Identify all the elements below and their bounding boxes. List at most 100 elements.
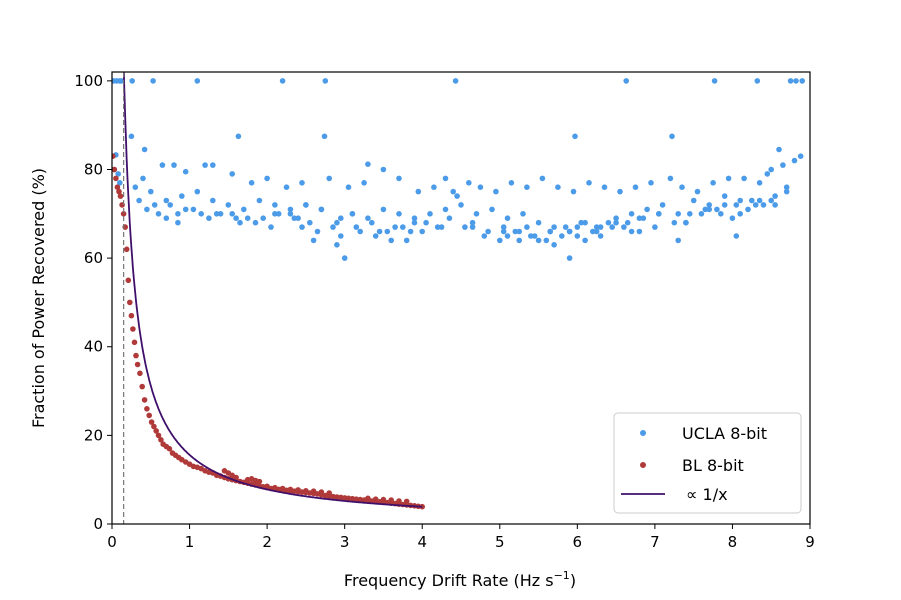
bl-point [396,498,402,504]
bl-point [141,397,148,403]
ucla-point [756,197,763,204]
ucla-point [411,215,418,221]
ucla-point [353,224,360,230]
ucla-point [706,206,712,213]
ucla-point [210,197,216,204]
bl-point [372,496,379,503]
ucla-point [334,219,340,226]
ucla-point [605,219,612,226]
x-tick-label: 3 [340,533,350,551]
y-tick-label: 80 [84,160,103,178]
ucla-point [698,211,705,217]
ucla-point [198,211,204,217]
ucla-point [365,215,371,221]
bl-point [166,445,173,452]
ucla-point [628,211,635,217]
ucla-point [365,161,371,167]
ucla-point [683,219,689,226]
ucla-point [609,224,615,230]
ucla-point [787,78,794,84]
ucla-point [361,180,367,186]
ucla-point [190,206,197,213]
ucla-point [756,180,763,186]
ucla-point [539,175,546,182]
ucla-point [469,219,476,226]
ucla-point [322,78,329,84]
y-axis-title: Fraction of Power Recovered (%) [29,168,48,428]
legend-marker-ucla [640,430,646,436]
legend-label-fit: ∝ 1/x [686,485,728,504]
ucla-point [419,228,426,235]
ucla-point [392,224,398,230]
ucla-point [797,153,804,159]
ucla-point [733,202,740,208]
ucla-point [628,228,635,235]
ucla-point [442,175,449,182]
ucla-point [115,171,121,177]
ucla-point [272,211,278,217]
x-axis-title: Frequency Drift Rate (Hz s−1) [344,569,576,590]
ucla-point [489,206,495,213]
y-tick-label: 100 [74,72,103,90]
ucla-point [388,237,395,244]
ucla-point [613,215,619,221]
bl-point [112,153,116,159]
ucla-point [772,202,778,208]
bl-point [153,428,159,434]
ucla-point [741,175,747,182]
ucla-point [702,206,709,213]
ucla-point [423,219,429,226]
ucla-point [729,215,736,221]
bl-point [127,299,133,306]
bl-point [151,423,157,430]
ucla-point [508,180,515,186]
ucla-point [217,211,224,217]
ucla-point [182,206,189,213]
ucla-point [764,171,771,177]
bl-point [233,474,239,481]
bl-point [158,437,164,443]
plot-frame [111,71,811,525]
ucla-point [477,184,484,190]
ucla-point [175,211,181,217]
ucla-point [574,224,581,230]
bl-point [380,496,387,503]
ucla-point [151,202,158,208]
ucla-point [671,219,678,226]
ucla-point [452,78,459,84]
ucla-point [155,211,162,217]
ucla-point [248,180,255,186]
x-tick-label: 2 [262,533,272,551]
bl-point [287,486,294,493]
ucla-point [710,180,716,186]
y-tick-label: 60 [84,249,103,267]
legend: UCLA 8-bit BL 8-bit ∝ 1/x [613,412,802,514]
ucla-point [497,237,503,244]
ucla-point [376,228,383,235]
ucla-point [287,211,294,217]
ucla-point [617,188,623,195]
ucla-point [403,237,410,244]
bl-point [295,487,301,493]
legend-label-ucla: UCLA 8-bit [682,424,767,443]
ucla-point [241,206,247,213]
ucla-point [369,219,375,226]
bl-point [318,489,325,495]
ucla-point [415,188,422,195]
bl-point [116,188,122,195]
ucla-point [334,242,340,248]
ucla-point [516,237,522,244]
ucla-point [725,175,732,182]
ucla-point [593,228,600,235]
ucla-point [210,162,216,168]
ucla-point [543,237,550,244]
ucla-point [504,233,511,239]
ucla-point [652,224,658,230]
ucla-point [117,180,123,186]
ucla-point [783,184,790,190]
ucla-point [711,78,718,84]
bl-point [146,412,152,419]
ucla-point [307,219,313,226]
ucla-point [601,184,608,190]
